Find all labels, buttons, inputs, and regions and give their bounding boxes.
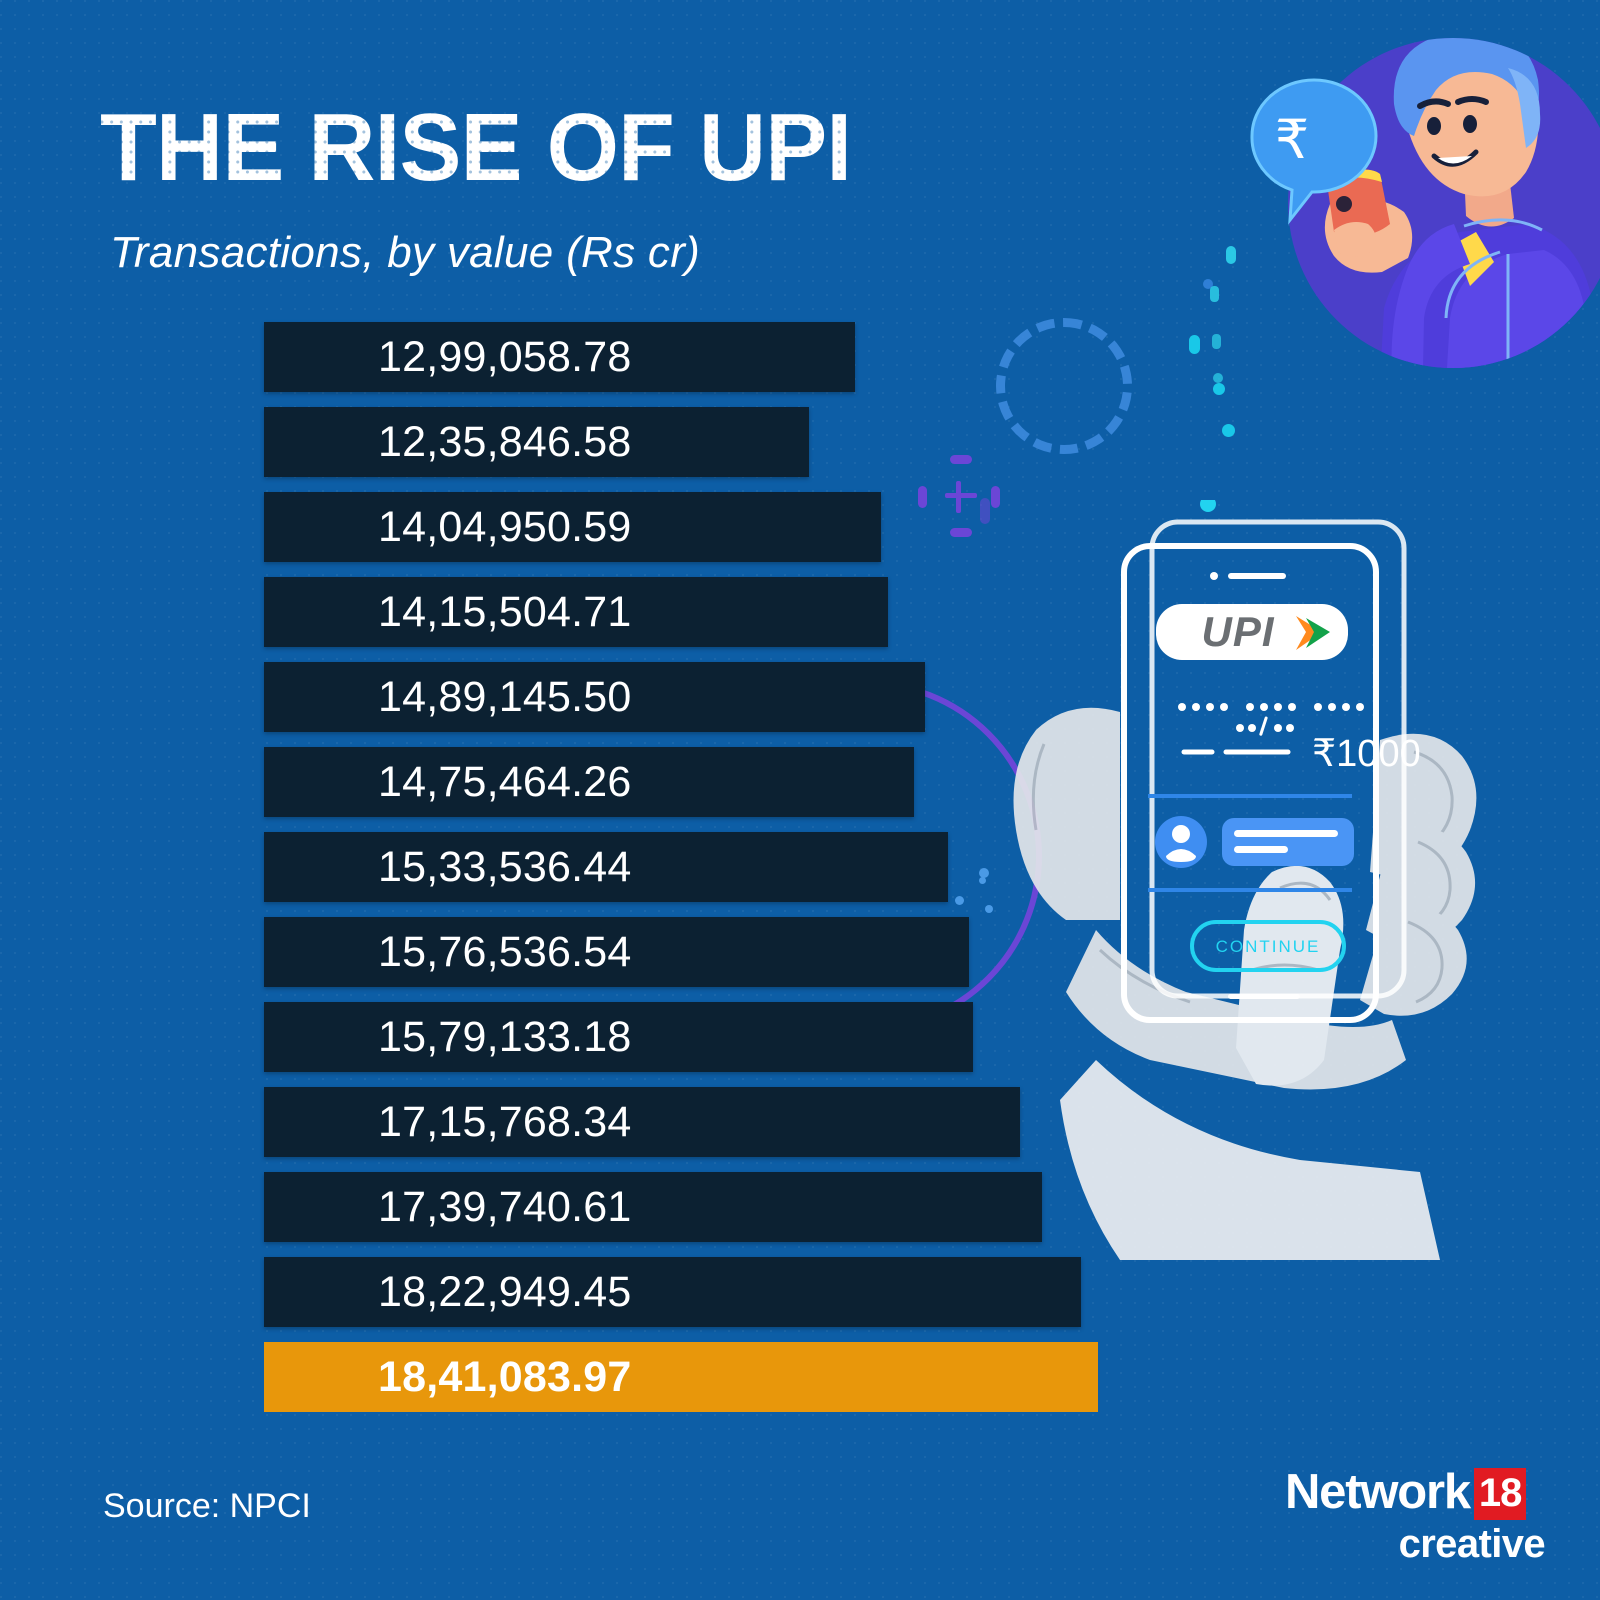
chart-bar: [264, 1172, 1042, 1242]
chart-row: Sep-2315,79,133.18: [0, 1002, 1120, 1087]
cyan-dot-3: [1222, 424, 1235, 437]
chart-row: May-2314,89,145.50: [0, 662, 1120, 747]
chart-row: Aug-2315,76,536.54: [0, 917, 1120, 1002]
cyan-dot-1: [1189, 335, 1200, 354]
chart-bar-value-label: 12,99,058.78: [378, 333, 632, 381]
chart-bar-value-label: 14,04,950.59: [378, 503, 632, 551]
svg-text:₹: ₹: [1275, 110, 1309, 170]
card-number-dots: [1178, 703, 1364, 711]
chart-bar-value-label: 14,89,145.50: [378, 673, 632, 721]
bar-chart: Jan-2312,99,058.78Feb-2312,35,846.58Mar-…: [0, 322, 1120, 1427]
chart-bar: [264, 492, 881, 562]
chart-bar-value-label: 17,39,740.61: [378, 1183, 632, 1231]
chart-bar-value-label: 15,79,133.18: [378, 1013, 632, 1061]
continue-button: CONTINUE: [1190, 920, 1346, 972]
chart-row: Apr-2314,15,504.71: [0, 577, 1120, 662]
eye: [1427, 117, 1441, 135]
phone-frame: [1121, 543, 1379, 1023]
rupee-speech-bubble: ₹: [1250, 78, 1378, 225]
chart-row: Dec-2318,22,949.45: [0, 1257, 1120, 1342]
logo-subtext: creative: [1398, 1522, 1546, 1566]
chart-bar: [264, 322, 855, 392]
chart-row: Jul-2315,33,536.44: [0, 832, 1120, 917]
chart-bar: [264, 1257, 1081, 1327]
network18-creative-logo: Network 18 creative: [1285, 1468, 1546, 1566]
chart-row: Nov-2317,39,740.61: [0, 1172, 1120, 1257]
chart-bar: [264, 917, 969, 987]
logo-wordmark: Network 18: [1285, 1468, 1545, 1520]
chart-bar: [264, 662, 925, 732]
chart-bar-value-label: 14,15,504.71: [378, 588, 632, 636]
chart-bar-value-label: 18,22,949.45: [378, 1268, 632, 1316]
contact-row: [1155, 816, 1354, 868]
phone-amount: ₹1000: [1312, 733, 1421, 775]
eye: [1463, 115, 1477, 133]
chart-row: Oct-2317,15,768.34: [0, 1087, 1120, 1172]
upi-logo: UPI: [1156, 604, 1348, 660]
svg-text:UPI: UPI: [1201, 608, 1274, 655]
chart-bar: [264, 1342, 1098, 1412]
phone-upi-payment-illustration: UPI ₹1000: [1013, 500, 1477, 1260]
chart-bar: [264, 577, 888, 647]
chart-bar: [264, 1002, 973, 1072]
chart-row: Feb-2312,35,846.58: [0, 407, 1120, 492]
source-note: Source: NPCI: [103, 1487, 311, 1525]
card-expiry-dots: [1236, 716, 1294, 736]
page-subtitle: Transactions, by value (Rs cr): [110, 228, 701, 277]
chart-bar: [264, 832, 948, 902]
chart-row: Jun-2314,75,464.26: [0, 747, 1120, 832]
holding-hand: [1013, 707, 1477, 1260]
chart-row: Jan-2418,41,083.97: [0, 1342, 1120, 1427]
chart-bar: [264, 1087, 1020, 1157]
logo-name-text: Network: [1285, 1465, 1471, 1519]
chart-row: Jan-2312,99,058.78: [0, 322, 1120, 407]
chart-bar: [264, 747, 914, 817]
svg-text:CONTINUE: CONTINUE: [1216, 937, 1321, 956]
chart-bar-value-label: 12,35,846.58: [378, 418, 632, 466]
page-title: THE RISE OF UPI: [100, 94, 852, 201]
chart-bar-value-label: 14,75,464.26: [378, 758, 632, 806]
logo-badge: 18: [1473, 1468, 1527, 1520]
person-paying-illustration: ₹: [1210, 38, 1600, 383]
chart-bar-value-label: 18,41,083.97: [378, 1353, 632, 1401]
chart-bar: [264, 407, 809, 477]
chart-bar-value-label: 17,15,768.34: [378, 1098, 632, 1146]
chart-row: Mar-2314,04,950.59: [0, 492, 1120, 577]
chart-bar-value-label: 15,33,536.44: [378, 843, 632, 891]
chart-bar-value-label: 15,76,536.54: [378, 928, 632, 976]
